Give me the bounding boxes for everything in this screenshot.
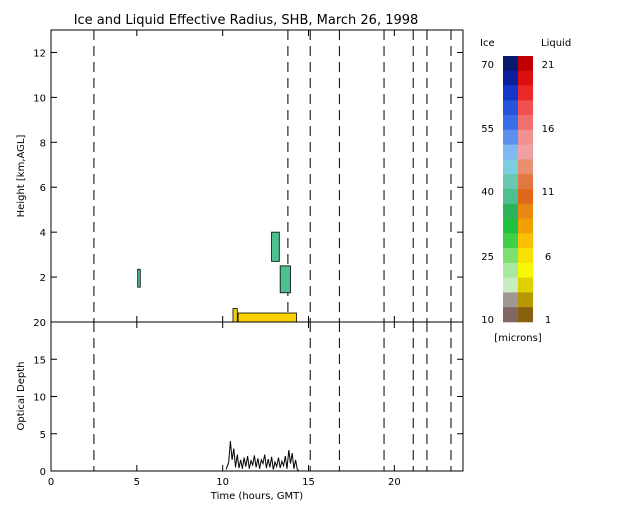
colorbar-ice-swatch	[503, 144, 518, 160]
optical-depth-y-tick-label: 10	[33, 393, 46, 404]
colorbar-liquid-ticks: 21 16 11 6 1	[542, 60, 555, 326]
colorbar-liquid-swatch	[518, 100, 533, 116]
colorbar-liquid-swatches	[518, 56, 533, 323]
colorbar-units-label: [microns]	[494, 333, 541, 344]
colorbar-ice-swatch	[503, 277, 518, 293]
colorbar-liquid-swatch	[518, 233, 533, 249]
colorbar-ice-swatch	[503, 307, 518, 323]
radius-y-label: Height [km,AGL]	[16, 135, 27, 218]
colorbar-ice-tick-label: 40	[481, 187, 494, 198]
colorbar-liquid-swatch	[518, 262, 533, 278]
colorbar-liquid-tick-label: 16	[542, 124, 555, 135]
optical-depth-y-tick-label: 0	[40, 467, 46, 478]
optical-depth-plot-frame	[50, 321, 464, 472]
colorbar-liquid-swatch	[518, 56, 533, 72]
colorbar-liquid-swatch	[518, 85, 533, 101]
colorbar-ice-swatch	[503, 85, 518, 101]
ice-cloud-region	[279, 265, 291, 294]
colorbar-liquid-swatch	[518, 70, 533, 86]
colorbar-liquid-swatch	[518, 292, 533, 308]
time-x-label: Time (hours, GMT)	[210, 491, 304, 502]
colorbar-ice-swatch	[503, 233, 518, 249]
time-x-axis: 0 5 10 15 20	[48, 322, 401, 488]
optical-depth-y-tick-label: 15	[33, 355, 46, 366]
colorbar-liquid-swatch	[518, 218, 533, 234]
radius-y-tick-label: 6	[40, 183, 46, 194]
colorbar-liquid-swatch	[518, 203, 533, 219]
colorbar-ice-swatch	[503, 56, 518, 72]
colorbar-liquid-swatch	[518, 129, 533, 145]
colorbar-liquid-swatch	[518, 189, 533, 205]
colorbar-ice-swatch	[503, 70, 518, 86]
colorbar-ice-swatch	[503, 292, 518, 308]
colorbar-ice-swatch	[503, 129, 518, 145]
time-x-tick-label: 20	[388, 477, 401, 488]
colorbar-ice-tick-label: 55	[481, 124, 494, 135]
colorbar-liquid-tick-label: 11	[542, 187, 555, 198]
colorbar-liquid-swatch	[518, 248, 533, 264]
liquid-cloud-region	[237, 312, 297, 323]
optical-depth-y-tick-label: 20	[33, 318, 46, 329]
radius-dashed-lines	[93, 30, 452, 322]
colorbar-ice-swatch	[503, 203, 518, 219]
radius-y-tick-label: 2	[40, 273, 46, 284]
time-x-tick-label: 0	[48, 477, 54, 488]
colorbar-liquid-swatch	[518, 115, 533, 131]
colorbar-liquid-swatch	[518, 277, 533, 293]
ice-cloud-region	[271, 231, 280, 262]
colorbar-ice-tick-label: 70	[481, 60, 494, 71]
liquid-cloud-region	[232, 308, 238, 323]
radius-plot-frame	[50, 29, 464, 323]
time-x-tick-label: 5	[134, 477, 140, 488]
colorbar-liquid-tick-label: 1	[545, 315, 551, 326]
time-x-tick-label: 15	[302, 477, 315, 488]
colorbar-ice-tick-label: 10	[481, 315, 494, 326]
chart-title: Ice and Liquid Effective Radius, SHB, Ma…	[74, 13, 419, 28]
colorbar-ice-swatches	[503, 56, 518, 323]
colorbar-ice-ticks: 70 55 40 25 10	[481, 60, 494, 326]
radius-y-axis: 2 4 6 8 10 12	[33, 30, 463, 322]
colorbar-liquid-swatch	[518, 144, 533, 160]
colorbar-ice-label: Ice	[480, 38, 495, 49]
colorbar-liquid-swatch	[518, 159, 533, 175]
optical-depth-dashed-lines	[93, 322, 452, 471]
colorbar-ice-swatch	[503, 218, 518, 234]
radius-y-tick-label: 4	[40, 228, 46, 239]
ice-cloud-region	[137, 268, 141, 288]
radius-panel: 2 4 6 8 10 12 Height [km,AGL]	[16, 29, 464, 323]
colorbar-ice-swatch	[503, 174, 518, 190]
colorbar-liquid-swatch	[518, 174, 533, 190]
colorbar-liquid-swatch	[518, 307, 533, 323]
colorbar-liquid-tick-label: 6	[545, 252, 551, 263]
colorbar-liquid-label: Liquid	[541, 38, 571, 49]
colorbar-ice-swatch	[503, 248, 518, 264]
colorbar: Ice Liquid 70 55 40 25 10 21 16 11 6 1 [microns]	[480, 38, 571, 344]
colorbar-ice-swatch	[503, 189, 518, 205]
cloud-regions	[137, 231, 297, 323]
optical-depth-panel: 0 5 10 15 20 0 5 10 15 20 Optical Depth Time (ho…	[16, 318, 464, 502]
optical-depth-series-line	[225, 441, 300, 472]
optical-depth-y-tick-label: 5	[40, 430, 46, 441]
time-x-tick-label: 10	[216, 477, 229, 488]
colorbar-ice-swatch	[503, 262, 518, 278]
colorbar-liquid-tick-label: 21	[542, 60, 555, 71]
optical-depth-y-axis: 0 5 10 15 20	[33, 318, 463, 478]
radius-y-tick-label: 12	[33, 48, 46, 59]
colorbar-ice-tick-label: 25	[481, 252, 494, 263]
colorbar-ice-swatch	[503, 159, 518, 175]
optical-depth-y-label: Optical Depth	[16, 362, 27, 431]
colorbar-ice-swatch	[503, 100, 518, 116]
colorbar-ice-swatch	[503, 115, 518, 131]
radius-y-tick-label: 10	[33, 93, 46, 104]
radius-y-tick-label: 8	[40, 138, 46, 149]
